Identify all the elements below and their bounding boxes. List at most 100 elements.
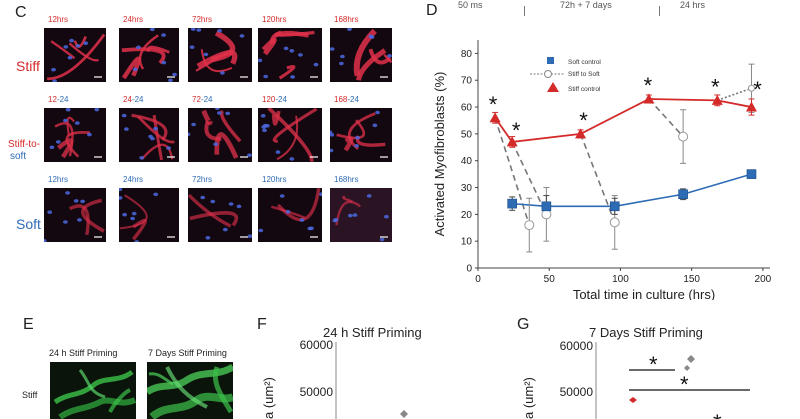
nucleus: [247, 153, 252, 157]
nucleus: [222, 227, 228, 232]
nucleus: [63, 45, 69, 49]
g-sig-star-1: *: [649, 352, 658, 377]
actin-fiber: [68, 204, 90, 236]
d-soft-point: [507, 198, 517, 209]
actin-fiber: [65, 131, 91, 158]
d-ytick-label: 80: [461, 49, 473, 60]
actin-fiber: [271, 110, 281, 126]
d-stiff-point: [489, 112, 501, 123]
actin-fiber: [220, 109, 242, 143]
nucleus: [332, 218, 338, 223]
micrograph-tile: 24-24: [119, 95, 179, 162]
d-stiff-point: [575, 128, 587, 139]
row-label-soft: Soft: [16, 216, 41, 232]
nucleus: [275, 150, 281, 154]
actin-fiber: [66, 116, 75, 136]
nucleus: [372, 123, 378, 128]
actin-fiber: [68, 42, 100, 62]
g-title: 7 Days Stiff Priming: [589, 325, 703, 340]
tile-time-label: 12hrs: [48, 15, 69, 24]
actin-fiber: [47, 33, 106, 81]
nucleus: [117, 187, 123, 192]
micrograph-background: [330, 188, 392, 242]
d-transition-point: [541, 209, 552, 220]
micrograph-image: [44, 28, 106, 83]
tile-time-label: 72-24: [192, 95, 212, 104]
tile-time-label-soft: -24: [200, 95, 213, 104]
nucleus: [260, 114, 266, 118]
actin-fiber: [272, 107, 318, 143]
nucleus: [117, 196, 123, 200]
nucleus: [136, 45, 141, 50]
top-divider-1: [524, 6, 525, 16]
nucleus: [258, 228, 264, 233]
d-transition-point: [609, 217, 620, 228]
tile-time-label: 24hrs: [123, 15, 144, 24]
d-transition-point: [678, 131, 689, 142]
nucleus: [65, 191, 70, 195]
micrograph-image: [44, 107, 106, 162]
nucleus: [189, 45, 195, 49]
micrograph-background: [119, 188, 179, 242]
f-ytick-50000: 50000: [300, 385, 334, 399]
row-label-stiff-to: Stiff-to-: [8, 139, 41, 150]
actin-fiber: [81, 198, 105, 233]
panel-g-label: G: [517, 316, 530, 333]
micrograph-tile: 168hrs: [329, 15, 393, 82]
tile-time-label-soft: -24: [131, 95, 144, 104]
tile-time-label: 24-24: [123, 95, 143, 104]
d-xtick-label: 150: [683, 274, 700, 285]
nucleus: [309, 226, 314, 231]
g-data-point-2: [684, 365, 690, 371]
panel-g-chart: 60000 50000 a (um²) * * *: [521, 339, 750, 419]
legend-stiff-text: Stiff control: [568, 86, 601, 93]
f-ytick-60000: 60000: [300, 338, 334, 352]
nucleus: [122, 212, 127, 217]
nucleus: [77, 218, 82, 222]
micrograph-background: [258, 28, 322, 82]
micrograph-image: [258, 106, 322, 162]
micrograph-image: [188, 27, 252, 82]
d-significance-star: *: [512, 118, 521, 143]
actin-fiber: [189, 211, 239, 227]
micrograph-tile: 168-24: [327, 95, 392, 162]
d-soft-point: [746, 169, 757, 179]
nucleus: [384, 214, 389, 219]
nucleus: [262, 123, 268, 128]
nucleus: [239, 34, 245, 38]
nucleus: [329, 47, 335, 51]
micrograph-image: [41, 188, 106, 243]
d-significance-star: *: [489, 92, 498, 117]
nucleus: [298, 53, 303, 57]
d-transition-line: [579, 133, 616, 223]
d-ytick-label: 0: [466, 264, 472, 275]
micrograph-image: [119, 108, 179, 162]
d-soft-point: [678, 189, 688, 200]
e-image-7d-cells: [147, 363, 233, 419]
nucleus: [290, 75, 295, 79]
d-significance-star: *: [579, 108, 588, 133]
nucleus: [83, 41, 89, 45]
nucleus: [329, 133, 335, 137]
d-ytick-label: 60: [461, 103, 473, 114]
micrograph-tile: 12hrs: [41, 175, 106, 243]
d-soft-point: [609, 201, 620, 212]
actin-fiber: [353, 28, 377, 77]
d-xtick-label: 0: [475, 274, 481, 285]
actin-fiber: [57, 138, 74, 159]
actin-fiber: [50, 40, 76, 60]
legend-transition-text: Stiff to Soft: [568, 71, 600, 78]
micrograph-tile: 72hrs: [187, 175, 253, 242]
nucleus: [153, 192, 159, 197]
nucleus: [131, 211, 137, 216]
g-sig-star-2: *: [680, 372, 689, 397]
nucleus: [217, 29, 222, 33]
nucleus: [247, 234, 253, 238]
g-ylabel: a (um²): [521, 377, 536, 419]
nucleus: [65, 107, 71, 112]
d-soft-point: [541, 201, 552, 212]
f-title: 24 h Stiff Priming: [323, 325, 422, 340]
d-soft-line: [512, 173, 752, 208]
actin-fiber: [146, 45, 170, 54]
nucleus: [299, 218, 305, 222]
